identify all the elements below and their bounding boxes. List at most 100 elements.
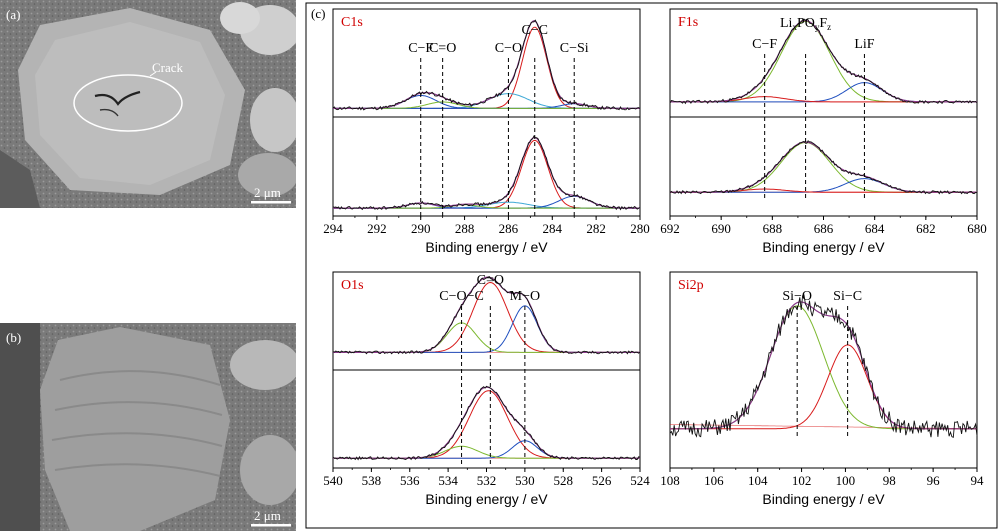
x-tick-label: 528 [554,473,574,488]
component-C=O-top [333,281,640,353]
scale-bar-label-a: 2 μm [254,185,281,200]
x-tick-label: 690 [711,221,731,236]
chart-title: F1s [678,15,698,30]
crack-label: Crack [152,60,184,75]
component-LixPOyFz-top [670,20,977,103]
raw-data-top [332,19,641,111]
x-tick-label: 680 [967,221,987,236]
component-C=O-top [333,101,640,109]
chart-f1s: F1s 692 690 688 686 684 682 680 Binding energy /… [660,8,987,255]
x-tick-label: 538 [362,473,382,488]
x-tick-label: 682 [916,221,936,236]
x-tick-label: 100 [836,473,856,488]
sem-image-a: Crack (a) 2 μm [0,0,296,208]
chart-title: O1s [341,278,364,293]
envelope-top [333,20,640,109]
x-axis-label: Binding energy / eV [425,491,548,507]
raw-data-top [332,276,641,355]
scale-bar-b [251,524,291,527]
raw-data-bottom [669,140,978,195]
x-tick-label: 98 [883,473,896,488]
envelope-top [670,19,977,103]
x-tick-label: 534 [438,473,458,488]
component-C−O−C-bottom [333,445,640,459]
peak-label: Si−C [833,289,862,304]
panel-label-b: (b) [6,330,21,345]
x-tick-label: 280 [630,221,650,236]
envelope-top [670,301,977,430]
x-tick-label: 282 [586,221,606,236]
component-C−O−C-top [333,322,640,353]
peak-label: C−O−C [439,289,484,304]
x-axis-label: Binding energy / eV [425,239,548,255]
panel-c-frame [305,2,998,529]
peak-label: M−O [510,289,540,304]
peak-label: C=O [477,273,504,288]
peak-label: C−Si [560,41,589,56]
component-C−C-top [333,26,640,109]
raw-data-bottom [332,135,641,211]
x-tick-label: 96 [927,473,941,488]
sem-image-b: (b) 2 μm [0,323,296,531]
crack-highlight [73,74,183,132]
chart-title: C1s [341,15,363,30]
x-tick-label: 102 [792,473,812,488]
xps-charts: C1s 294 292 290 288 286 284 282 280 Binding energ… [323,8,987,507]
component-LixPOyFz-bottom [670,141,977,193]
plot-frame [669,271,978,469]
x-axis-label: Binding energy / eV [762,491,885,507]
envelope-bottom [333,386,640,459]
raw-data-bottom [332,385,641,461]
x-tick-label: 294 [323,221,343,236]
x-tick-label: 104 [748,473,768,488]
peak-label: Si−O [782,289,812,304]
x-tick-label: 290 [411,221,431,236]
panel-label-c: (c) [311,6,325,21]
x-tick-label: 288 [455,221,475,236]
chart-si2p: Si2p 108 106 104 102 100 98 96 94 Binding energy … [660,271,985,507]
x-tick-label: 106 [704,473,724,488]
chart-title: Si2p [678,278,704,293]
panel-label-a: (a) [6,7,20,22]
plot-frame [332,8,641,217]
component-LiF-bottom [670,178,977,193]
component-Si−O-top [670,305,977,430]
chart-o1s: O1s 540 538 536 534 532 530 528 526 524 Binding en… [323,271,650,507]
x-tick-label: 284 [543,221,563,236]
peak-label: LixPOyFz [780,16,831,32]
x-tick-label: 536 [400,473,420,488]
component-Si−C-top [670,344,977,430]
scale-bar-label-b: 2 μm [254,508,281,523]
x-tick-label: 692 [660,221,680,236]
x-tick-label: 526 [592,473,612,488]
x-tick-label: 524 [630,473,650,488]
x-axis-label: Binding energy / eV [762,239,885,255]
raw-data-top [669,294,978,438]
x-tick-label: 688 [763,221,783,236]
component-M−O-bottom [333,440,640,459]
x-tick-label: 540 [323,473,343,488]
x-tick-label: 108 [660,473,680,488]
x-tick-label: 530 [515,473,535,488]
raw-data-top [669,18,978,105]
x-tick-label: 94 [971,473,985,488]
x-tick-label: 686 [814,221,834,236]
peak-label: C−O [495,41,522,56]
chart-c1s: C1s 294 292 290 288 286 284 282 280 Binding energ… [323,8,650,255]
peak-label: C−F [752,37,777,52]
x-tick-label: 292 [367,221,387,236]
x-tick-label: 684 [865,221,885,236]
peak-label: C−F [408,41,433,56]
peak-label: LiF [854,37,874,52]
peak-label: C=O [429,41,456,56]
x-tick-label: 532 [477,473,497,488]
envelope-top [333,276,640,353]
component-C=O-bottom [333,390,640,459]
envelope-bottom [333,136,640,209]
peak-label: C−C [521,23,548,38]
envelope-bottom [670,141,977,193]
scale-bar-a [251,201,291,204]
x-tick-label: 286 [499,221,519,236]
component-C−C-bottom [333,139,640,209]
